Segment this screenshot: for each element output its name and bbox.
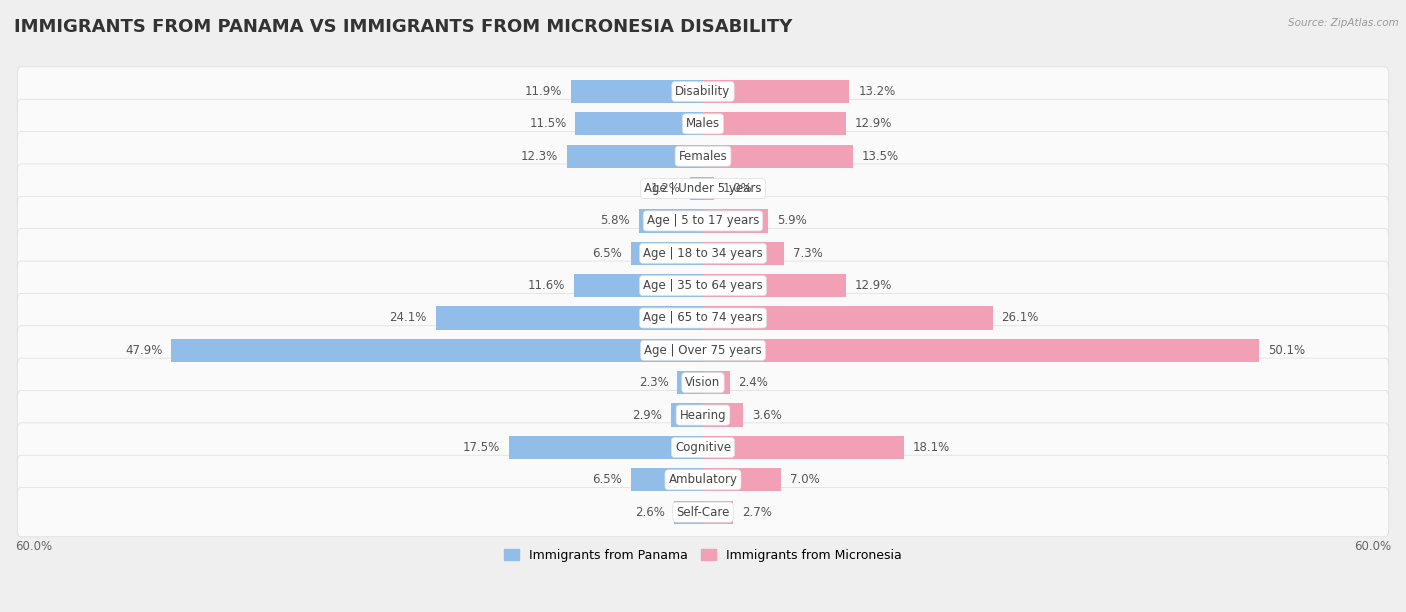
Text: 17.5%: 17.5% bbox=[463, 441, 501, 454]
FancyBboxPatch shape bbox=[17, 67, 1389, 116]
Bar bbox=[703, 209, 769, 233]
Bar bbox=[574, 274, 703, 297]
Text: 7.0%: 7.0% bbox=[790, 473, 820, 487]
Bar bbox=[678, 371, 703, 394]
Text: 13.5%: 13.5% bbox=[862, 150, 898, 163]
Text: 11.5%: 11.5% bbox=[529, 118, 567, 130]
Bar bbox=[638, 209, 703, 233]
Text: 12.9%: 12.9% bbox=[855, 279, 893, 292]
Legend: Immigrants from Panama, Immigrants from Micronesia: Immigrants from Panama, Immigrants from … bbox=[499, 543, 907, 567]
Text: Males: Males bbox=[686, 118, 720, 130]
Text: 2.3%: 2.3% bbox=[638, 376, 669, 389]
Text: Age | 5 to 17 years: Age | 5 to 17 years bbox=[647, 214, 759, 228]
Text: 2.6%: 2.6% bbox=[636, 506, 665, 518]
Text: Vision: Vision bbox=[685, 376, 721, 389]
Bar bbox=[575, 112, 703, 135]
FancyBboxPatch shape bbox=[17, 423, 1389, 472]
Text: Age | 35 to 64 years: Age | 35 to 64 years bbox=[643, 279, 763, 292]
Bar bbox=[703, 112, 846, 135]
Bar bbox=[671, 403, 703, 427]
Bar bbox=[631, 468, 703, 491]
Bar bbox=[673, 501, 703, 524]
Bar bbox=[703, 338, 1258, 362]
Text: 24.1%: 24.1% bbox=[389, 312, 426, 324]
Text: 60.0%: 60.0% bbox=[15, 540, 52, 553]
Bar bbox=[703, 501, 733, 524]
Bar bbox=[703, 177, 714, 200]
Bar bbox=[509, 436, 703, 459]
FancyBboxPatch shape bbox=[17, 326, 1389, 375]
FancyBboxPatch shape bbox=[17, 99, 1389, 149]
Bar bbox=[690, 177, 703, 200]
Text: 11.9%: 11.9% bbox=[524, 85, 562, 98]
Text: Self-Care: Self-Care bbox=[676, 506, 730, 518]
FancyBboxPatch shape bbox=[17, 358, 1389, 408]
FancyBboxPatch shape bbox=[17, 261, 1389, 310]
FancyBboxPatch shape bbox=[17, 455, 1389, 504]
Bar bbox=[567, 144, 703, 168]
Text: Age | Under 5 years: Age | Under 5 years bbox=[644, 182, 762, 195]
Text: 47.9%: 47.9% bbox=[125, 344, 163, 357]
Text: 2.7%: 2.7% bbox=[742, 506, 772, 518]
Text: Cognitive: Cognitive bbox=[675, 441, 731, 454]
Text: 26.1%: 26.1% bbox=[1001, 312, 1039, 324]
Text: 1.0%: 1.0% bbox=[723, 182, 752, 195]
FancyBboxPatch shape bbox=[17, 293, 1389, 343]
Text: 1.2%: 1.2% bbox=[651, 182, 681, 195]
Bar bbox=[172, 338, 703, 362]
FancyBboxPatch shape bbox=[17, 229, 1389, 278]
Text: Age | Over 75 years: Age | Over 75 years bbox=[644, 344, 762, 357]
FancyBboxPatch shape bbox=[17, 196, 1389, 245]
Bar bbox=[703, 144, 853, 168]
Bar bbox=[631, 242, 703, 265]
Text: 6.5%: 6.5% bbox=[592, 247, 621, 259]
Text: 12.9%: 12.9% bbox=[855, 118, 893, 130]
Text: 18.1%: 18.1% bbox=[912, 441, 950, 454]
Text: 13.2%: 13.2% bbox=[858, 85, 896, 98]
Text: Ambulatory: Ambulatory bbox=[668, 473, 738, 487]
Text: 2.4%: 2.4% bbox=[738, 376, 769, 389]
Text: Age | 65 to 74 years: Age | 65 to 74 years bbox=[643, 312, 763, 324]
Text: Source: ZipAtlas.com: Source: ZipAtlas.com bbox=[1288, 18, 1399, 28]
Text: Age | 18 to 34 years: Age | 18 to 34 years bbox=[643, 247, 763, 259]
Bar bbox=[703, 80, 849, 103]
Bar bbox=[703, 274, 846, 297]
Text: 11.6%: 11.6% bbox=[529, 279, 565, 292]
Bar bbox=[703, 468, 780, 491]
Bar bbox=[703, 371, 730, 394]
FancyBboxPatch shape bbox=[17, 488, 1389, 537]
Text: 12.3%: 12.3% bbox=[520, 150, 558, 163]
Text: 7.3%: 7.3% bbox=[793, 247, 823, 259]
Text: Females: Females bbox=[679, 150, 727, 163]
Bar bbox=[703, 403, 742, 427]
Text: Hearing: Hearing bbox=[679, 409, 727, 422]
Text: 50.1%: 50.1% bbox=[1268, 344, 1305, 357]
Bar bbox=[703, 307, 993, 330]
FancyBboxPatch shape bbox=[17, 390, 1389, 439]
Text: Disability: Disability bbox=[675, 85, 731, 98]
Text: 5.8%: 5.8% bbox=[600, 214, 630, 228]
Text: 60.0%: 60.0% bbox=[1354, 540, 1391, 553]
FancyBboxPatch shape bbox=[17, 164, 1389, 213]
Bar bbox=[436, 307, 703, 330]
Bar bbox=[703, 436, 904, 459]
Bar bbox=[571, 80, 703, 103]
Text: 6.5%: 6.5% bbox=[592, 473, 621, 487]
FancyBboxPatch shape bbox=[17, 132, 1389, 181]
Text: 3.6%: 3.6% bbox=[752, 409, 782, 422]
Text: 2.9%: 2.9% bbox=[633, 409, 662, 422]
Text: IMMIGRANTS FROM PANAMA VS IMMIGRANTS FROM MICRONESIA DISABILITY: IMMIGRANTS FROM PANAMA VS IMMIGRANTS FRO… bbox=[14, 18, 793, 36]
Text: 5.9%: 5.9% bbox=[778, 214, 807, 228]
Bar bbox=[703, 242, 785, 265]
